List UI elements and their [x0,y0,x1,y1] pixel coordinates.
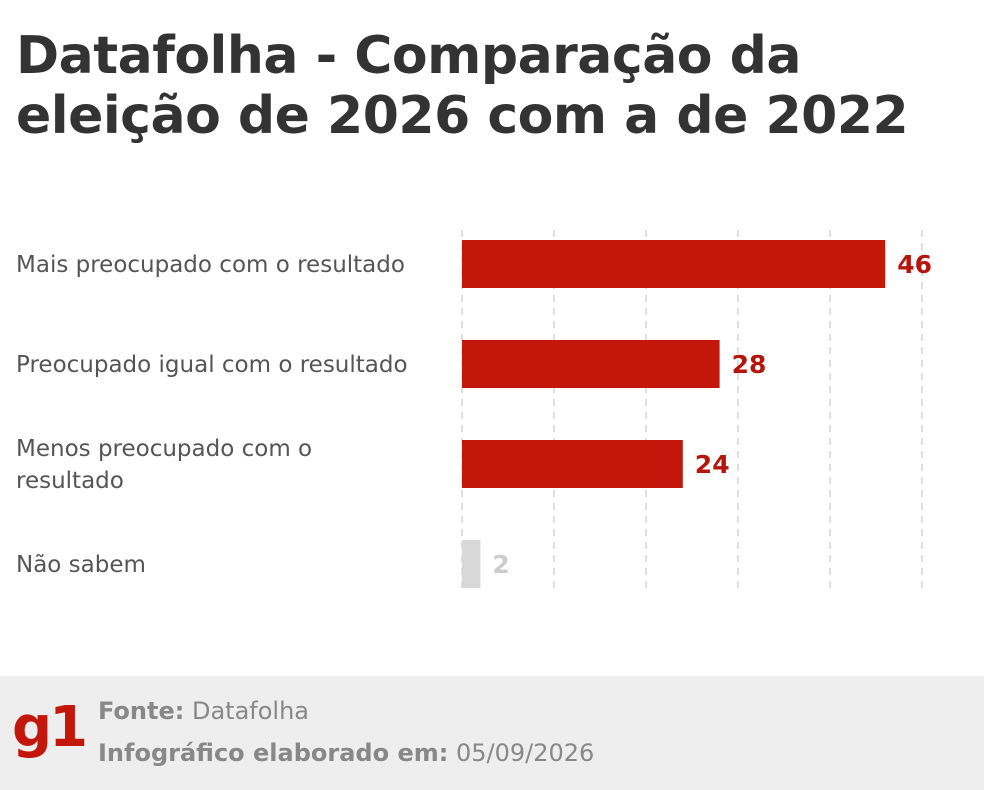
category-label-line: resultado [16,468,124,494]
chart-title: Datafolha - Comparação da eleição de 202… [16,26,909,146]
category-labels: Mais preocupado com o resultado Preocupad… [16,252,408,578]
value-label-2: 24 [695,450,730,479]
gridlines [461,230,923,590]
category-label-line: Menos preocupado com o [16,436,312,462]
category-label-3: Não sabem [16,552,146,578]
category-label-0: Mais preocupado com o resultado [16,252,405,278]
category-label-line: Preocupado igual com o resultado [16,352,408,378]
bar-0 [462,240,886,288]
bar-3 [462,540,481,588]
g1-logo: g1 [12,695,88,760]
category-label-line: Não sabem [16,552,146,578]
date-value: 05/09/2026 [455,739,595,767]
bar-2 [462,440,683,488]
bar-chart: Mais preocupado com o resultado Preocupad… [16,230,932,590]
source-line: Fonte: Datafolha [98,696,309,726]
value-label-1: 28 [732,350,767,379]
category-label-2: Menos preocupado com o resultado [16,436,312,494]
footer: g1 Fonte: Datafolha Infográfico elaborad… [0,676,984,790]
source-label: Fonte: [98,697,185,725]
bar-1 [462,340,720,388]
category-label-1: Preocupado igual com o resultado [16,352,408,378]
bars [462,240,886,588]
date-label: Infográfico elaborado em: [98,739,449,767]
category-label-line: Mais preocupado com o resultado [16,252,405,278]
date-line: Infográfico elaborado em: 05/09/2026 [98,738,594,768]
source-value: Datafolha [191,697,310,725]
value-label-3: 2 [492,550,509,579]
value-label-0: 46 [897,250,932,279]
value-labels: 46 28 24 2 [492,250,932,579]
